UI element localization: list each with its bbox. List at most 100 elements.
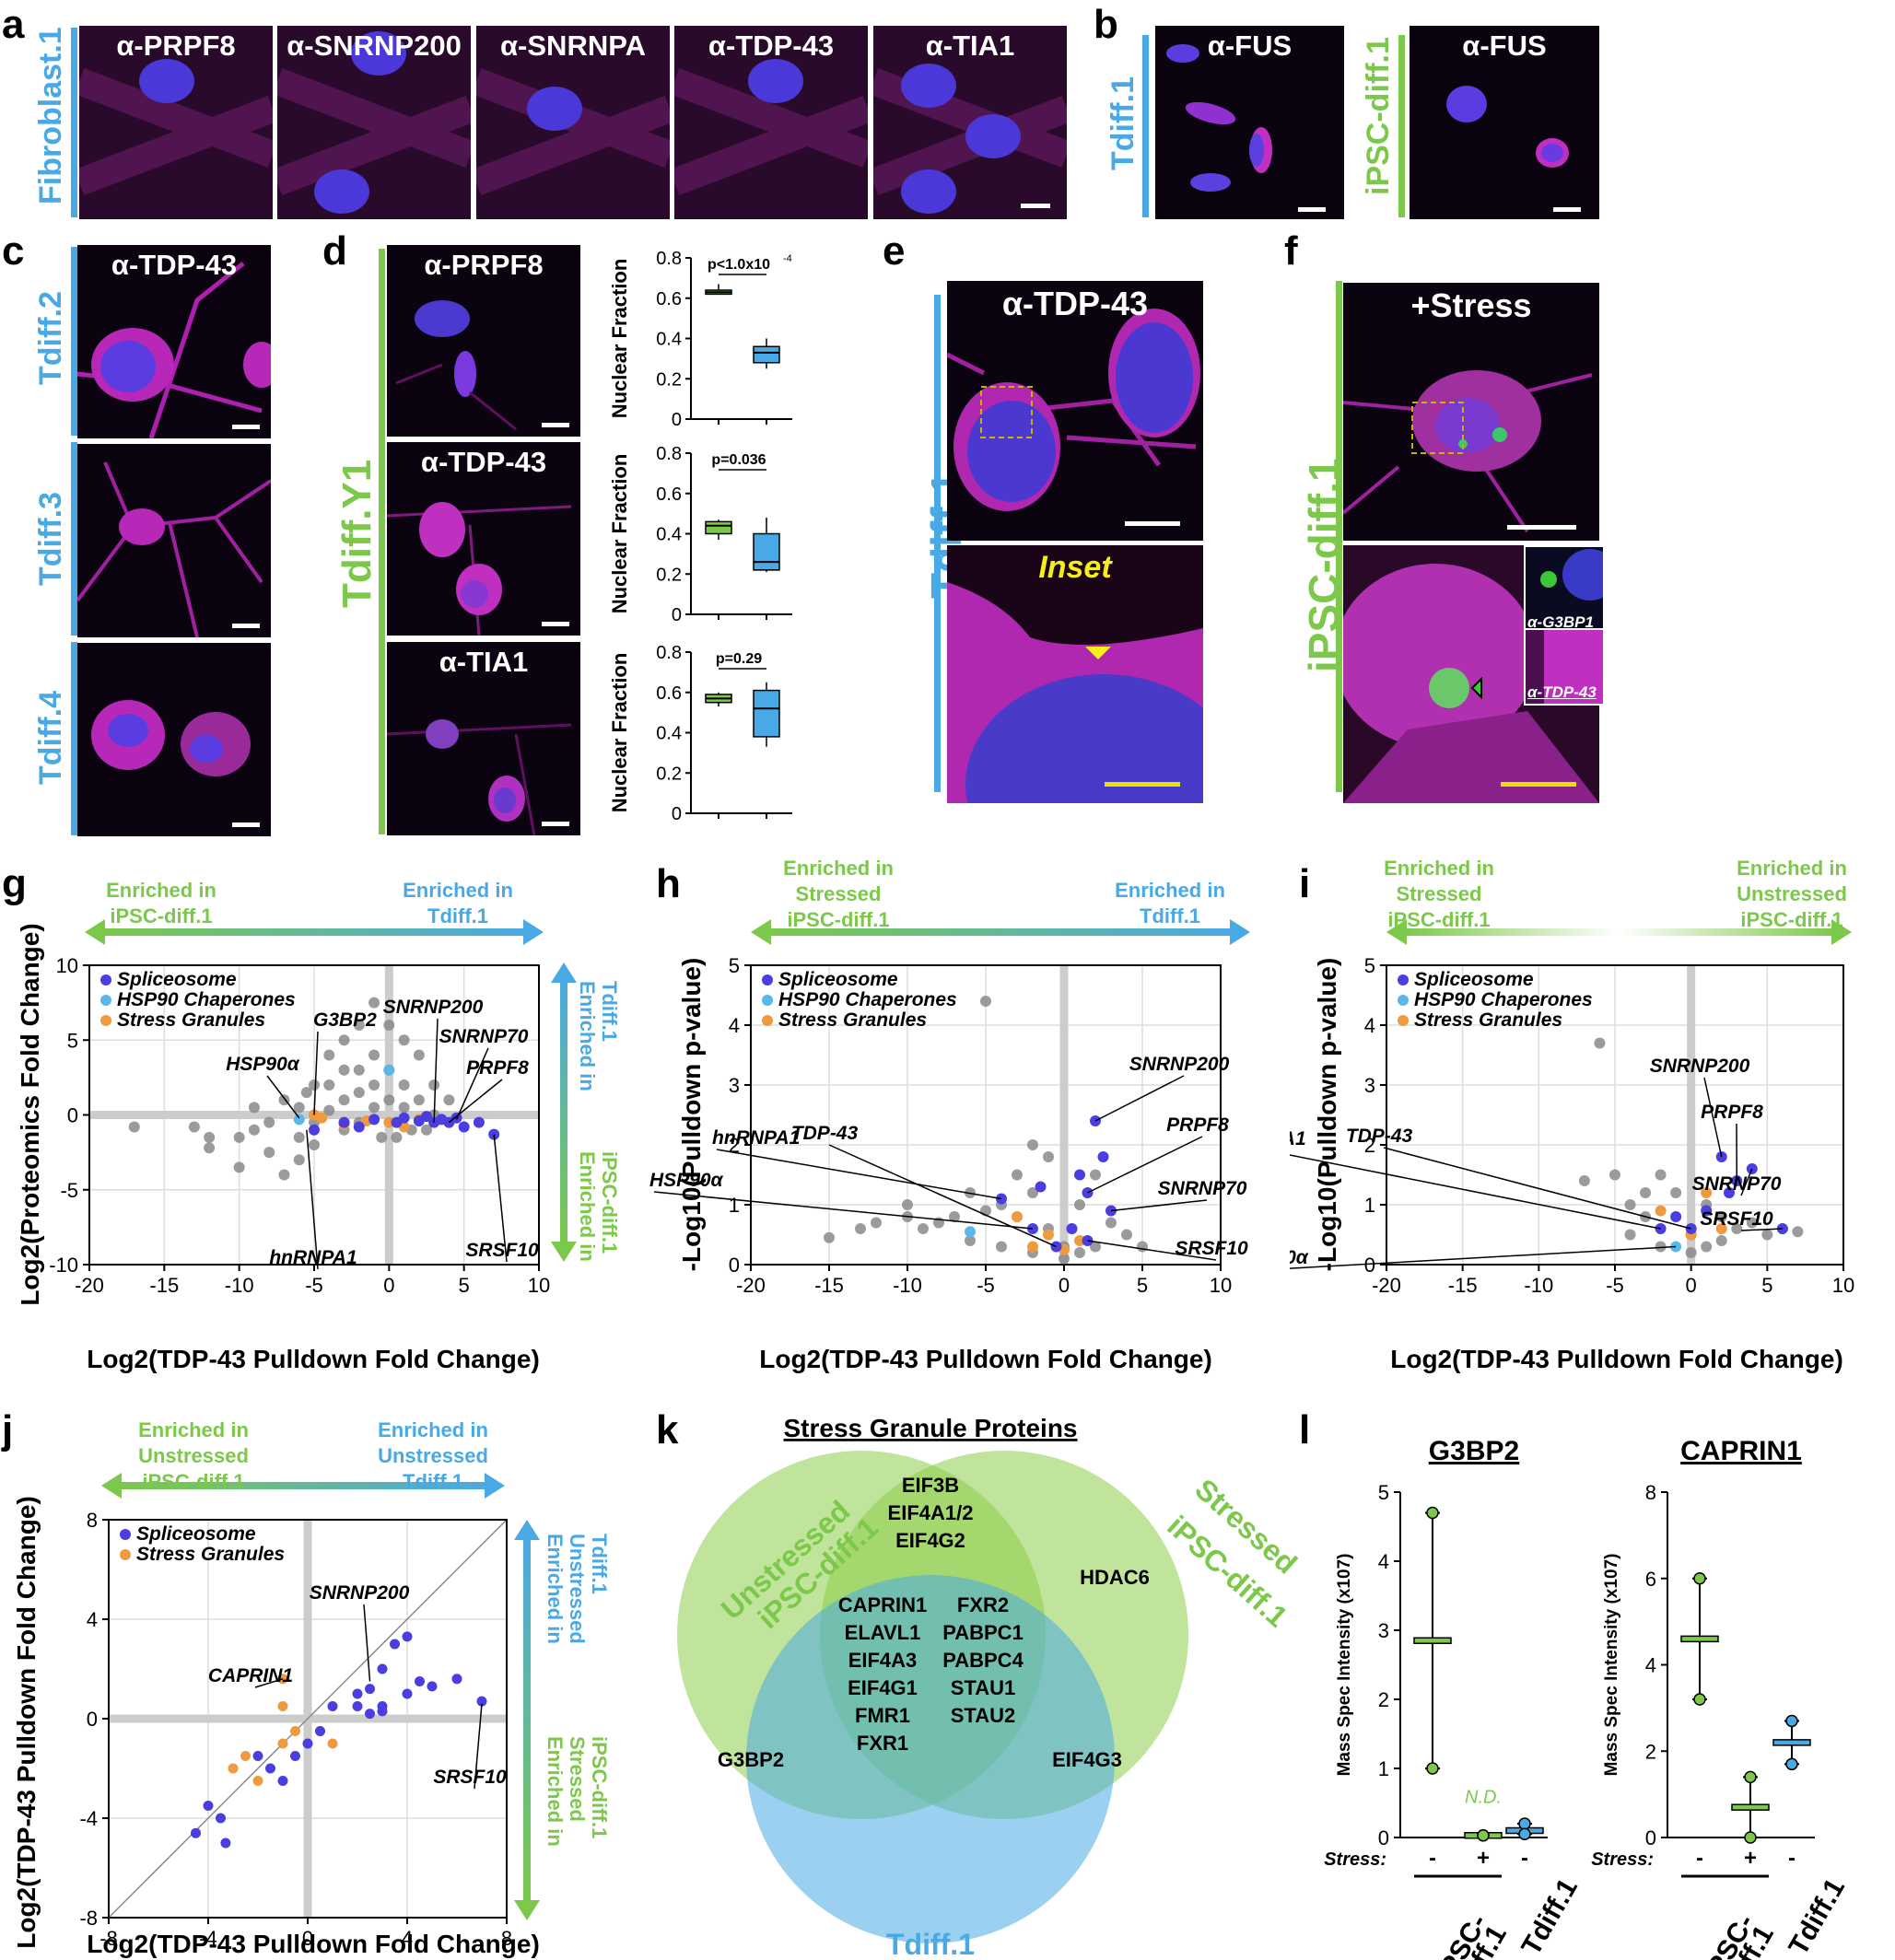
data-point [421,1124,432,1136]
scatter-g: -20 -15 -10 -5 0 5 10-10-50510SpliceosomeHSP90… [16,879,621,1373]
arrow-shaft [523,1536,531,1904]
hsp90-point [965,1226,976,1238]
spliceosome-point [1670,1211,1682,1222]
data-point [1731,1223,1743,1234]
stress-granule-point [252,1776,263,1786]
arrow-label-right: Enriched in [1737,857,1847,880]
group-label: Tdiff.1 [1515,1873,1584,1960]
point-label: TDP-43 [1346,1126,1413,1147]
legend-marker [120,1529,131,1540]
point-label: SRSF10 [433,1767,507,1788]
y-tick-label: 5 [1364,954,1375,977]
y-tick-label: 0 [729,1254,740,1277]
nd-label: N.D. [1465,1788,1502,1808]
arrow-label-left: iPSC-diff.1 [787,908,889,931]
micrograph-title: α-TDP-43 [708,29,835,62]
y-axis-label: -Log10(Pulldown p-value) [677,958,706,1272]
row-bar-tdiff3 [71,442,77,636]
spliceosome-point [1701,1205,1713,1217]
spliceosome-point [402,1688,413,1699]
data-point [1090,1241,1101,1253]
y-tick-label: 2 [729,1134,740,1157]
x-tick-label: -10 [1524,1274,1553,1297]
spliceosome-point [402,1631,413,1642]
data-point [263,1147,275,1159]
protein-label: EIF4G1 [848,1676,918,1699]
scale-bar [232,425,260,429]
y-tick-label: 10 [56,954,78,977]
spliceosome-point [398,1112,410,1124]
micrograph-a-4: α-TDP-43 [674,26,868,219]
stress-granule-point [1074,1235,1085,1246]
data-point [1137,1241,1148,1253]
spliceosome-point [368,1114,380,1126]
micrograph-d-tdp43: α-TDP-43 [387,442,580,636]
legend-label: Spliceosome [1414,969,1534,990]
label-leader [433,1018,439,1123]
data-point [353,1064,365,1076]
data-point [204,1131,216,1143]
stress-granule-point [240,1751,251,1761]
data-point [391,1131,403,1143]
legend-marker [1398,1015,1409,1026]
data-point [188,1121,200,1133]
panel-label-c: c [2,228,25,274]
data-point [1090,1169,1101,1181]
data-point [300,1087,312,1099]
arrow-head-left [101,1473,122,1499]
scale-bar [232,624,260,628]
arrow-label-right: Enriched in [403,879,513,902]
point-label: SNRNP200 [383,997,484,1018]
arrow-head-bottom [551,1242,577,1262]
arrow-head-bottom [514,1900,540,1920]
arrow-label-right: Tdiff.1 [1140,904,1200,928]
point-label: SNRNP200 [310,1582,410,1604]
row-label-b-ipsc: iPSC-diff.1 [1361,37,1396,195]
micrograph-a-1: α-PRPF8 [79,26,273,219]
y-tick-label: 0.6 [656,683,682,704]
arrow-label-right: Tdiff.1 [403,1470,463,1493]
label-leader [1087,1240,1217,1261]
label-leader [716,1149,1002,1200]
spliceosome-point [277,1776,288,1786]
data-point [233,1131,245,1143]
sub-label-g3bp1: α-G3BP1 [1527,613,1594,631]
spliceosome-point [352,1688,363,1699]
mean-bar [1731,1803,1770,1811]
arrow-label-right: Unstressed [1737,882,1847,905]
legend-marker [120,1549,131,1560]
arrow-label-left: Enriched in [783,857,894,880]
legend-marker [762,995,773,1006]
y-tick-label: -8 [79,1907,98,1930]
arrow-shaft [101,928,527,936]
x-tick-label: 5 [459,1274,470,1297]
data-point [398,1034,410,1046]
micrograph-a-5: α-TIA1 [873,26,1067,219]
legend-label: Stress Granules [117,1009,265,1031]
label-leader [1290,1245,1677,1269]
label-leader [313,1031,319,1115]
vertical-arrow-label-bottom: iPSC-diff.1 [598,1151,621,1254]
y-tick-label: 2 [1645,1740,1656,1763]
point-label: hnRNPA1 [712,1127,800,1149]
protein-label: G3BP2 [718,1748,784,1771]
venn-diagram: Stress Granule ProteinsUnstressediPSC-di… [677,1414,1304,1960]
stress-sign: + [1744,1846,1757,1871]
set-label-tdiff: Tdiff.1 [886,1928,975,1960]
spliceosome-point [1074,1169,1085,1181]
x-tick-label: -20 [1372,1274,1401,1297]
arrow-head-right [523,919,544,945]
arrow-head-right [485,1473,505,1499]
label-leader [1740,1168,1753,1196]
spliceosome-point [1776,1223,1788,1234]
label-leader [1110,1199,1208,1212]
micrograph-d-prpf8: α-PRPF8 [387,245,580,437]
x-tick-label: -5 [1606,1274,1624,1297]
stress-granule-point [1043,1229,1054,1241]
legend-label: Spliceosome [136,1523,256,1545]
data-point [1105,1217,1117,1229]
point-label: SRSF10 [1700,1208,1773,1230]
x-tick-label: 5 [1761,1274,1772,1297]
y-tick-label: 4 [1645,1654,1656,1677]
